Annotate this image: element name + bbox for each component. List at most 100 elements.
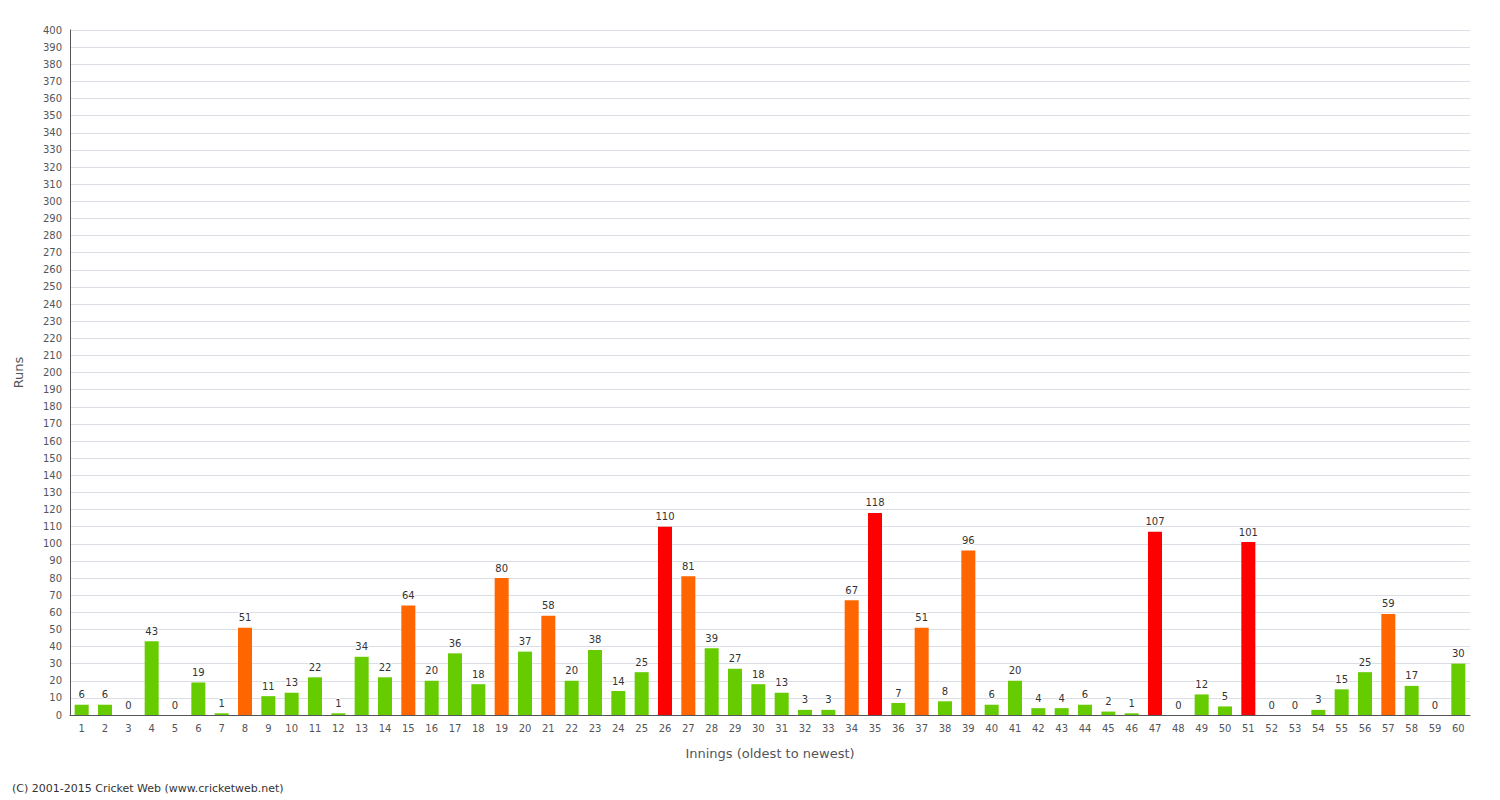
svg-text:58: 58 xyxy=(1405,723,1418,734)
svg-text:Runs: Runs xyxy=(11,356,26,388)
svg-text:230: 230 xyxy=(43,316,62,327)
svg-text:6: 6 xyxy=(988,689,994,700)
svg-text:18: 18 xyxy=(472,723,485,734)
svg-text:40: 40 xyxy=(49,641,62,652)
svg-text:150: 150 xyxy=(43,453,62,464)
svg-text:1: 1 xyxy=(335,698,341,709)
svg-text:15: 15 xyxy=(402,723,415,734)
svg-text:160: 160 xyxy=(43,436,62,447)
svg-text:50: 50 xyxy=(1219,723,1232,734)
svg-text:190: 190 xyxy=(43,384,62,395)
svg-text:39: 39 xyxy=(962,723,975,734)
svg-text:260: 260 xyxy=(43,264,62,275)
svg-text:18: 18 xyxy=(752,669,765,680)
svg-text:64: 64 xyxy=(402,590,415,601)
svg-text:33: 33 xyxy=(822,723,835,734)
svg-text:240: 240 xyxy=(43,299,62,310)
svg-text:Innings (oldest to newest): Innings (oldest to newest) xyxy=(685,746,854,761)
svg-text:3: 3 xyxy=(1315,694,1321,705)
svg-text:100: 100 xyxy=(43,538,62,549)
svg-text:4: 4 xyxy=(148,723,154,734)
svg-text:1: 1 xyxy=(1128,698,1134,709)
svg-text:0: 0 xyxy=(125,700,131,711)
svg-text:13: 13 xyxy=(775,677,788,688)
svg-text:118: 118 xyxy=(865,497,884,508)
svg-text:13: 13 xyxy=(355,723,368,734)
svg-text:340: 340 xyxy=(43,127,62,138)
svg-text:110: 110 xyxy=(43,521,62,532)
svg-text:3: 3 xyxy=(825,694,831,705)
svg-text:110: 110 xyxy=(655,511,674,522)
svg-text:27: 27 xyxy=(729,653,742,664)
svg-text:7: 7 xyxy=(895,688,901,699)
svg-text:48: 48 xyxy=(1172,723,1185,734)
svg-text:0: 0 xyxy=(172,700,178,711)
svg-text:17: 17 xyxy=(449,723,462,734)
svg-text:220: 220 xyxy=(43,333,62,344)
svg-text:290: 290 xyxy=(43,213,62,224)
svg-text:31: 31 xyxy=(775,723,788,734)
svg-text:22: 22 xyxy=(565,723,578,734)
svg-text:210: 210 xyxy=(43,350,62,361)
svg-text:37: 37 xyxy=(915,723,928,734)
svg-text:11: 11 xyxy=(262,681,275,692)
svg-text:96: 96 xyxy=(962,535,975,546)
svg-text:180: 180 xyxy=(43,401,62,412)
svg-text:36: 36 xyxy=(892,723,905,734)
svg-text:101: 101 xyxy=(1239,527,1258,538)
svg-text:30: 30 xyxy=(1452,648,1465,659)
svg-text:20: 20 xyxy=(1009,665,1022,676)
svg-text:32: 32 xyxy=(799,723,812,734)
svg-text:170: 170 xyxy=(43,418,62,429)
svg-text:3: 3 xyxy=(125,723,131,734)
svg-text:38: 38 xyxy=(589,634,602,645)
svg-text:23: 23 xyxy=(589,723,602,734)
svg-text:300: 300 xyxy=(43,196,62,207)
svg-text:54: 54 xyxy=(1312,723,1325,734)
svg-text:59: 59 xyxy=(1429,723,1442,734)
svg-text:53: 53 xyxy=(1289,723,1302,734)
svg-text:0: 0 xyxy=(56,710,62,721)
svg-text:360: 360 xyxy=(43,93,62,104)
svg-text:6: 6 xyxy=(78,689,84,700)
svg-text:3: 3 xyxy=(802,694,808,705)
svg-text:310: 310 xyxy=(43,179,62,190)
svg-text:43: 43 xyxy=(145,626,158,637)
svg-text:2: 2 xyxy=(102,723,108,734)
svg-text:45: 45 xyxy=(1102,723,1115,734)
svg-text:60: 60 xyxy=(49,607,62,618)
svg-text:30: 30 xyxy=(49,658,62,669)
svg-text:0: 0 xyxy=(1432,700,1438,711)
svg-text:19: 19 xyxy=(192,667,205,678)
svg-text:37: 37 xyxy=(519,636,532,647)
svg-text:350: 350 xyxy=(43,110,62,121)
svg-text:46: 46 xyxy=(1125,723,1138,734)
svg-text:18: 18 xyxy=(472,669,485,680)
svg-text:15: 15 xyxy=(1335,674,1348,685)
svg-text:0: 0 xyxy=(1175,700,1181,711)
svg-text:8: 8 xyxy=(242,723,248,734)
svg-text:25: 25 xyxy=(1359,657,1372,668)
svg-text:21: 21 xyxy=(542,723,555,734)
svg-text:11: 11 xyxy=(309,723,322,734)
svg-text:80: 80 xyxy=(49,573,62,584)
svg-text:81: 81 xyxy=(682,561,695,572)
svg-text:13: 13 xyxy=(285,677,298,688)
svg-text:60: 60 xyxy=(1452,723,1465,734)
svg-text:10: 10 xyxy=(49,692,62,703)
svg-text:130: 130 xyxy=(43,487,62,498)
svg-text:47: 47 xyxy=(1149,723,1162,734)
svg-text:56: 56 xyxy=(1359,723,1372,734)
svg-text:50: 50 xyxy=(49,624,62,635)
svg-text:1: 1 xyxy=(218,698,224,709)
svg-text:8: 8 xyxy=(942,686,948,697)
svg-text:20: 20 xyxy=(49,675,62,686)
svg-text:58: 58 xyxy=(542,600,555,611)
svg-text:9: 9 xyxy=(265,723,271,734)
svg-text:40: 40 xyxy=(985,723,998,734)
svg-text:30: 30 xyxy=(752,723,765,734)
svg-text:51: 51 xyxy=(915,612,928,623)
svg-text:12: 12 xyxy=(332,723,345,734)
svg-text:34: 34 xyxy=(355,641,368,652)
svg-text:16: 16 xyxy=(425,723,438,734)
